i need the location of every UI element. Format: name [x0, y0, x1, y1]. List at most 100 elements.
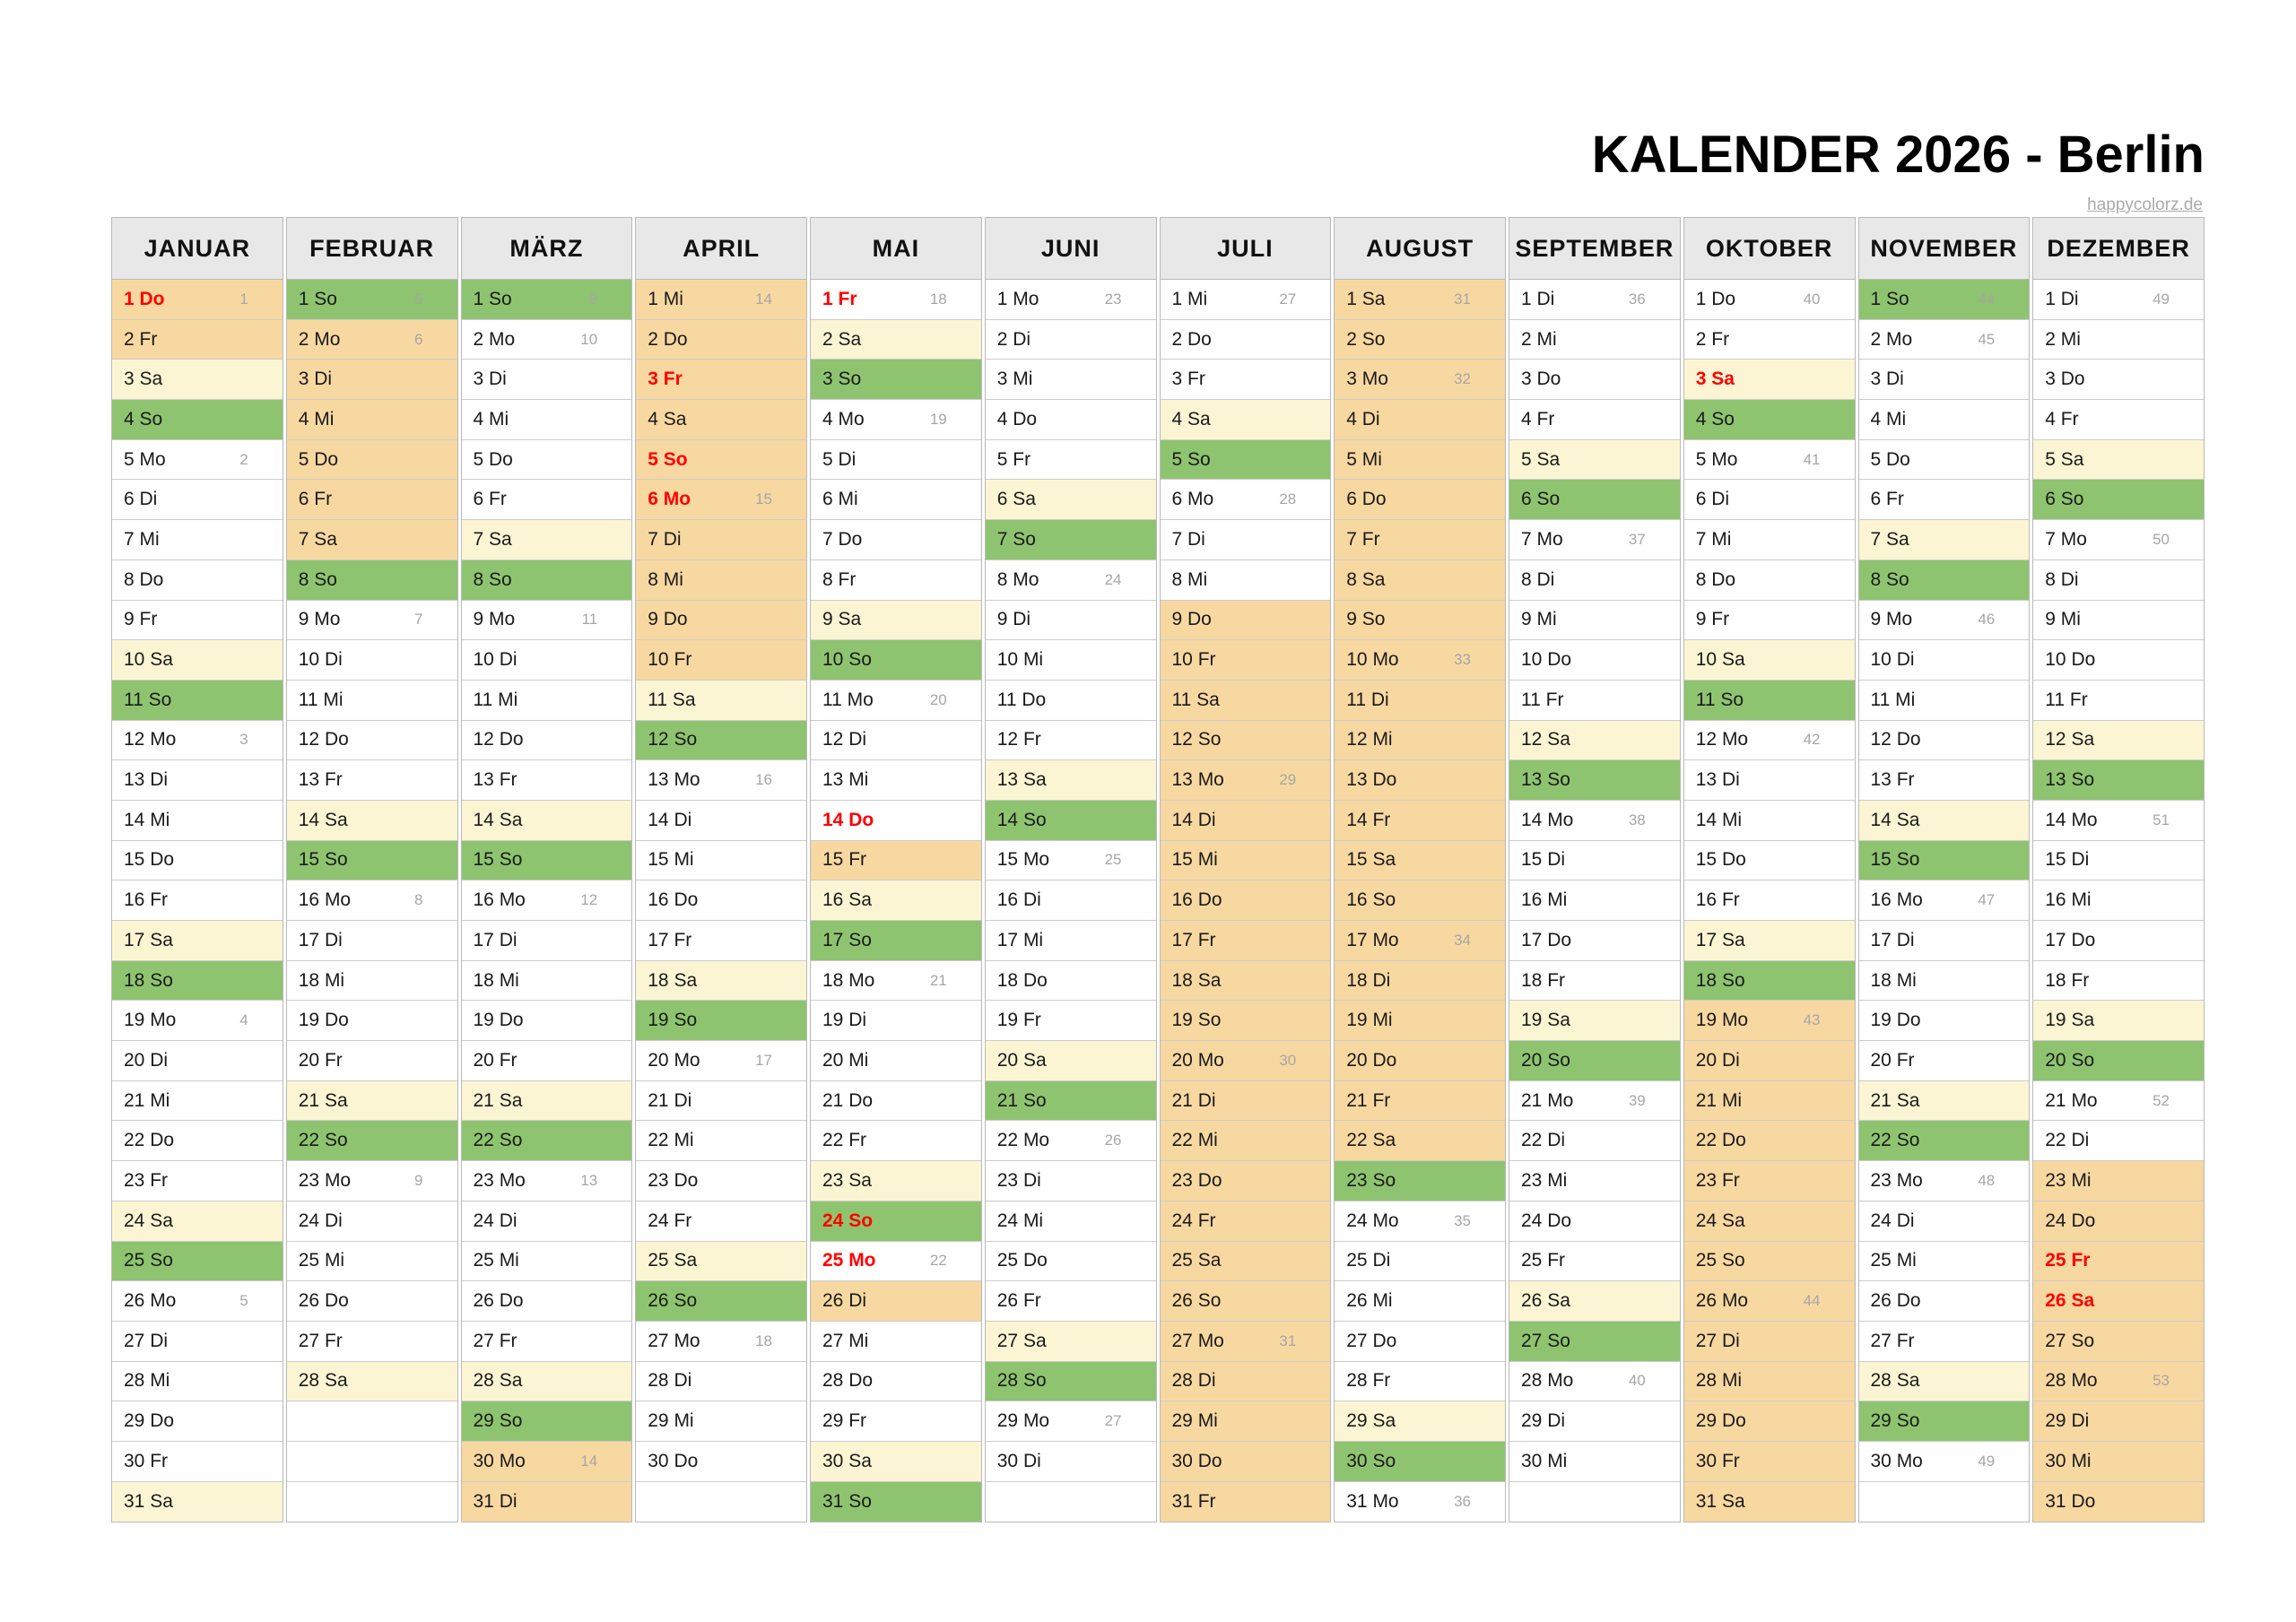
- day-label: 10 Di: [1870, 649, 1915, 671]
- watermark-link[interactable]: happycolorz.de: [2087, 195, 2203, 214]
- day-cell-april-17: 17 Fr: [636, 921, 806, 961]
- day-cell-maerz-31: 31 Di: [461, 1481, 632, 1522]
- day-label: 18 Sa: [1171, 969, 1222, 991]
- day-label: 29 Do: [124, 1410, 175, 1432]
- day-cell-oktober-1: 1 Do 40: [1683, 280, 1855, 320]
- day-label: 15 Di: [2045, 849, 2090, 871]
- day-cell-september-10: 10 Do: [1509, 640, 1680, 681]
- day-cell-juli-30: 30 Do: [1160, 1441, 1331, 1482]
- day-cell-dezember-30: 30 Mi: [2033, 1441, 2204, 1482]
- day-label: 26 Do: [473, 1290, 524, 1312]
- day-cell-april-19: 19 So: [636, 1001, 806, 1042]
- week-number: 10: [580, 330, 598, 348]
- day-cell-januar-11: 11 So: [112, 680, 283, 721]
- day-cell-januar-19: 19 Mo 4: [112, 1001, 283, 1042]
- day-cell-april-4: 4 Sa: [636, 400, 806, 440]
- day-label: 29 Mi: [648, 1410, 694, 1432]
- day-cell-april-29: 29 Mi: [636, 1401, 806, 1442]
- day-label: 17 Di: [1870, 929, 1915, 950]
- day-cell-oktober-16: 16 Fr: [1683, 880, 1855, 921]
- day-cell-juni-4: 4 Do: [985, 400, 1156, 440]
- day-cell-mai-6: 6 Mi: [811, 480, 981, 521]
- day-cell-juni-2: 2 Di: [985, 320, 1156, 360]
- day-cell-juli-19: 19 So: [1160, 1001, 1331, 1042]
- day-cell-dezember-15: 15 Di: [2033, 841, 2204, 881]
- day-label: 29 So: [473, 1410, 523, 1432]
- day-label: 21 Sa: [1870, 1089, 1920, 1111]
- day-label: 24 Fr: [648, 1210, 692, 1231]
- day-label: 10 Mi: [996, 649, 1044, 671]
- day-label: 14 Di: [1171, 809, 1216, 830]
- day-label: 20 Do: [1346, 1049, 1397, 1071]
- day-cell-september-1: 1 Di 36: [1509, 280, 1680, 320]
- day-label: 26 Mo: [124, 1290, 177, 1312]
- day-label: 18 Sa: [648, 969, 698, 991]
- day-cell-april-3: 3 Fr: [636, 360, 806, 401]
- week-number: 26: [1104, 1132, 1122, 1149]
- day-cell-juli-22: 22 Mi: [1160, 1121, 1331, 1162]
- day-cell-september-21: 21 Mo 39: [1509, 1081, 1680, 1122]
- day-label: 5 Mo: [1695, 448, 1738, 470]
- day-cell-maerz-13: 13 Fr: [461, 760, 632, 801]
- day-label: 28 Sa: [1870, 1370, 1920, 1392]
- day-cell-februar-5: 5 Do: [286, 439, 457, 481]
- day-label: 19 Mi: [1346, 1010, 1393, 1031]
- day-label: 5 Mo: [124, 448, 166, 470]
- day-label: 7 Di: [1171, 528, 1205, 550]
- day-label: 5 So: [648, 448, 688, 470]
- day-label: 1 Di: [1521, 288, 1555, 309]
- day-cell-dezember-7: 7 Mo 50: [2033, 520, 2204, 560]
- day-label: 23 Do: [648, 1169, 699, 1191]
- day-cell-februar-19: 19 Do: [286, 1001, 457, 1042]
- day-cell-august-15: 15 Sa: [1335, 840, 1505, 881]
- day-label: 3 Fr: [1171, 369, 1205, 390]
- day-label: 6 Do: [1346, 489, 1387, 510]
- day-label: 25 So: [1695, 1250, 1745, 1271]
- day-cell-november-2: 2 Mo 45: [1858, 320, 2030, 360]
- day-label: 9 So: [1346, 609, 1386, 630]
- day-label: 27 Sa: [996, 1330, 1047, 1351]
- day-label: 16 Fr: [124, 889, 169, 911]
- week-number: 42: [1803, 731, 1821, 749]
- day-label: 2 Mo: [1870, 328, 1913, 350]
- day-label: 17 Do: [1521, 929, 1572, 950]
- day-cell-november-6: 6 Fr: [1858, 480, 2030, 521]
- day-cell-januar-25: 25 So: [112, 1241, 283, 1282]
- day-cell-juni-26: 26 Fr: [985, 1281, 1156, 1322]
- day-label: 11 So: [124, 689, 172, 710]
- day-cell-maerz-8: 8 So: [461, 559, 632, 601]
- day-cell-juli-25: 25 Sa: [1160, 1241, 1331, 1282]
- day-label: 17 Fr: [648, 929, 692, 950]
- day-label: 11 Mi: [1870, 689, 1916, 710]
- day-cell-maerz-19: 19 Do: [461, 1001, 632, 1042]
- day-cell-dezember-25: 25 Fr: [2033, 1241, 2204, 1282]
- day-label: 21 Fr: [1346, 1089, 1391, 1111]
- day-label: 22 Do: [124, 1130, 175, 1151]
- day-label: 25 So: [124, 1250, 173, 1271]
- day-label: 19 Do: [298, 1010, 349, 1031]
- day-label: 30 Do: [1171, 1450, 1222, 1471]
- day-label: 3 Sa: [124, 369, 163, 390]
- day-cell-september-22: 22 Di: [1509, 1121, 1680, 1162]
- day-label: 29 Di: [1521, 1410, 1566, 1432]
- day-label: 23 Sa: [822, 1169, 872, 1191]
- day-label: 20 Mo: [648, 1049, 700, 1071]
- day-cell-juli-23: 23 Do: [1160, 1161, 1331, 1201]
- empty-cell: [636, 1482, 806, 1522]
- day-label: 9 Mi: [2045, 609, 2081, 630]
- day-cell-oktober-15: 15 Do: [1683, 841, 1855, 881]
- day-label: 15 Fr: [822, 849, 867, 871]
- day-cell-juni-22: 22 Mo 26: [985, 1121, 1156, 1162]
- day-label: 27 Di: [1695, 1330, 1740, 1351]
- day-cell-maerz-23: 23 Mo 13: [461, 1161, 632, 1201]
- week-number: 11: [581, 611, 598, 629]
- day-label: 20 Di: [1695, 1049, 1740, 1071]
- day-cell-september-15: 15 Di: [1509, 841, 1680, 881]
- day-cell-maerz-16: 16 Mo 12: [461, 880, 632, 921]
- day-label: 12 Sa: [2045, 729, 2095, 750]
- day-cell-januar-9: 9 Fr: [112, 601, 283, 641]
- day-cell-mai-10: 10 So: [811, 640, 981, 681]
- day-label: 4 So: [124, 408, 163, 429]
- day-cell-september-7: 7 Mo 37: [1509, 520, 1680, 560]
- day-cell-januar-26: 26 Mo 5: [112, 1281, 283, 1322]
